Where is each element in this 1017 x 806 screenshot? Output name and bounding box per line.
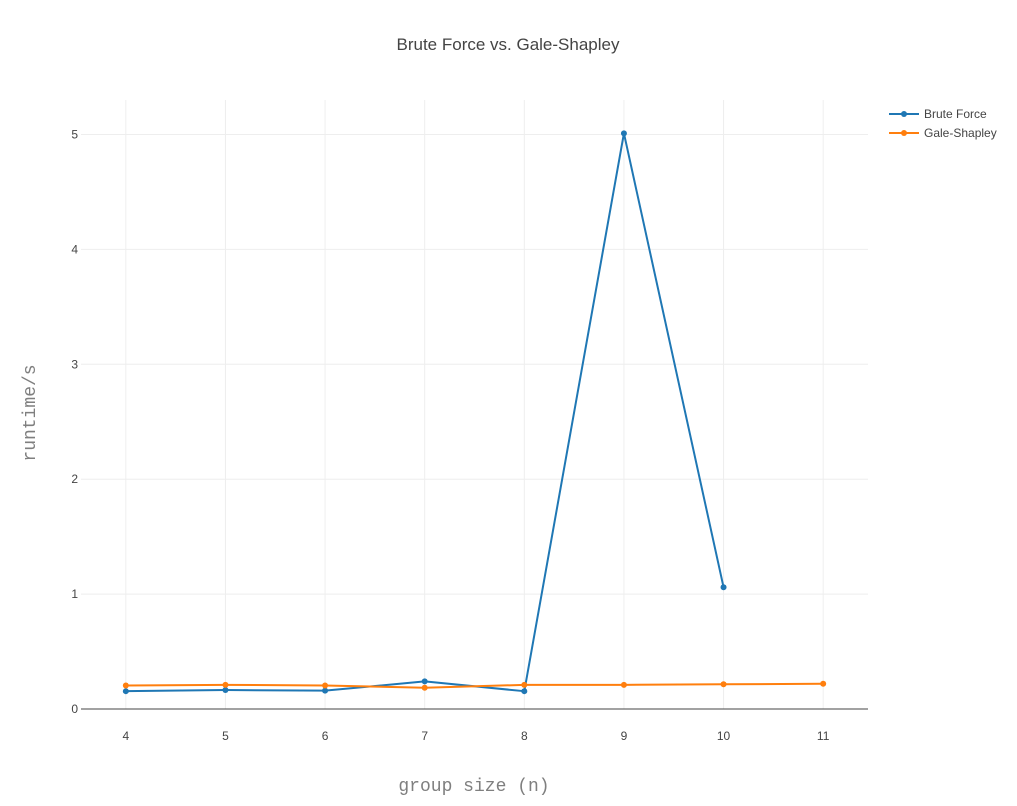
legend-label: Brute Force <box>924 107 987 121</box>
x-tick-label: 7 <box>421 729 428 743</box>
grid <box>81 100 868 709</box>
legend-item[interactable]: Gale-Shapley <box>889 126 997 140</box>
x-tick-label: 8 <box>521 729 528 743</box>
y-tick-label: 2 <box>71 472 78 486</box>
y-tick-label: 1 <box>71 587 78 601</box>
data-point[interactable] <box>322 687 329 694</box>
x-tick-label: 11 <box>817 729 830 743</box>
data-point[interactable] <box>122 682 129 689</box>
legend-marker <box>901 130 907 136</box>
data-point[interactable] <box>521 681 528 688</box>
legend-label: Gale-Shapley <box>924 126 997 140</box>
y-tick-label: 4 <box>71 242 78 256</box>
series-gale-shapley <box>122 680 827 691</box>
y-axis-title: runtime/s <box>21 364 41 461</box>
x-tick-label: 4 <box>122 729 129 743</box>
data-point[interactable] <box>720 681 727 688</box>
legend[interactable]: Brute Force Gale-Shapley <box>889 107 997 140</box>
x-tick-label: 5 <box>222 729 229 743</box>
data-point[interactable] <box>222 687 229 694</box>
data-point[interactable] <box>222 681 229 688</box>
legend-item[interactable]: Brute Force <box>889 107 987 121</box>
y-tick-label: 0 <box>71 702 78 716</box>
y-tick-label: 5 <box>71 127 78 141</box>
data-point[interactable] <box>620 681 627 688</box>
plot-area <box>122 130 827 695</box>
x-axis-title: group size (n) <box>398 777 549 797</box>
legend-marker <box>901 111 907 117</box>
x-tick-label: 6 <box>322 729 329 743</box>
data-point[interactable] <box>322 682 329 689</box>
x-tick-label: 9 <box>621 729 628 743</box>
data-point[interactable] <box>421 678 428 685</box>
series-line <box>125 682 824 689</box>
y-tick-label: 3 <box>71 357 78 371</box>
x-axis-ticks: 4 5 6 7 8 9 10 11 <box>122 729 829 743</box>
data-point[interactable] <box>122 688 129 695</box>
y-axis-ticks: 0 1 2 3 4 5 <box>71 127 78 716</box>
data-point[interactable] <box>620 130 627 137</box>
data-point[interactable] <box>720 584 727 591</box>
x-tick-label: 10 <box>717 729 731 743</box>
data-point[interactable] <box>521 688 528 695</box>
series-brute-force <box>122 130 727 695</box>
data-point[interactable] <box>421 684 428 691</box>
data-point[interactable] <box>820 680 827 687</box>
chart-title: Brute Force vs. Gale-Shapley <box>397 35 620 54</box>
